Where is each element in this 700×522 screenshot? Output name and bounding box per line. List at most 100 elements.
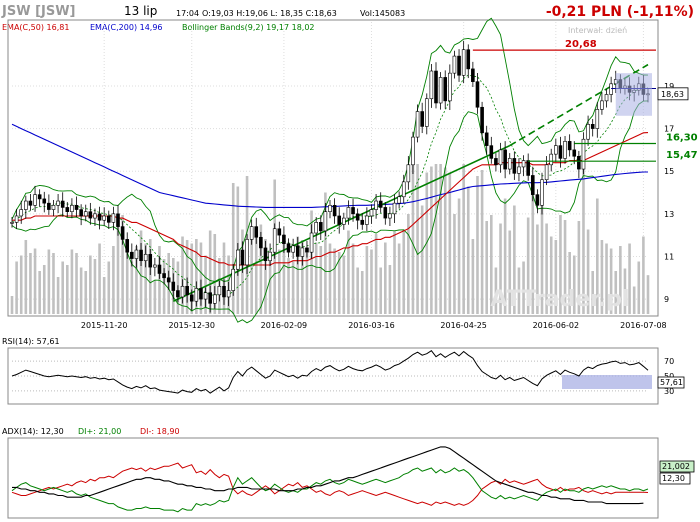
volume-bar [379,267,382,314]
rsi-value-tag: 57,61 [660,378,683,387]
candle-body [498,149,503,166]
candle-body [309,232,314,253]
volume-bar [448,172,452,314]
volume-bar [420,205,424,314]
volume-bar [642,236,645,314]
volume-bar [393,230,396,314]
volume-bar [112,246,115,314]
candle-body [443,77,448,102]
volume-bar [508,230,512,314]
last-price-tag: 18,63 [657,87,689,101]
candle-body [411,136,415,166]
volume-bar [342,255,346,314]
volume-bar [314,242,318,314]
candle-body [365,215,369,225]
volume-bar [47,249,51,314]
x-tick-label: 2016-04-25 [440,321,487,330]
candle-body [291,245,295,253]
volume-bar [125,239,129,314]
volume-bar [471,239,475,314]
header-ohlc: O:19,03 H:19,06 L: 18,35 C:18,63 [202,9,337,18]
volume-bar [296,236,300,314]
volume-bar [38,271,41,314]
volume-bar [199,242,203,314]
volume-bar [116,221,120,314]
volume-bar [526,217,530,314]
candle-body [240,249,245,266]
candle-body [378,200,383,208]
header-time: 17:04 [176,9,199,18]
volume-bar [259,224,263,314]
x-tick-label: 2016-02-09 [261,321,308,330]
price-panel: ATTrader.pl Interwał: dzień 20,68 16,30 15… [7,17,698,330]
last-price-box [657,87,689,101]
volume-bar [15,261,18,314]
ticker-title: JSW [JSW] [1,4,76,19]
volume-bar [388,265,392,314]
candle-body [143,254,148,262]
candle-body [512,158,517,174]
volume-bar [337,252,341,314]
candle-body [111,213,116,223]
volume-bar [130,261,134,314]
volume-bar [121,215,124,314]
x-tick-label: 2016-03-16 [348,321,395,330]
volume-bar [480,170,484,314]
volume-bar [98,243,101,314]
adx-value-tag-box [659,472,691,485]
candle-body [604,94,609,102]
volume-bar [568,252,571,314]
adx-plus-tag: 21,002 [662,462,690,471]
candle-body [355,213,360,221]
candle-body [448,72,452,102]
adx-value-tag: 12,30 [662,474,685,483]
candle-body [176,290,180,298]
candle-body [323,211,328,232]
candle-body [130,251,134,259]
candle-body [70,204,74,212]
candle-body [28,200,33,206]
adx-frame [7,437,659,519]
candle-body [489,145,494,159]
candle-body [37,194,42,200]
volume-bar [462,164,465,314]
candle-body [249,226,254,240]
volume-bar [457,198,461,314]
candle-body [530,175,535,195]
candle-body [314,222,318,234]
candle-body [540,179,544,206]
candle-body [590,124,595,129]
candle-body [47,202,51,210]
volume-bar [310,210,313,314]
volume-bar [443,167,447,314]
di-minus-line [11,462,649,506]
candle-body [217,285,222,296]
volume-bar [517,267,521,314]
candle-body [572,149,577,157]
candle-body [332,204,337,217]
candle-body [300,247,305,257]
volume-bar [93,259,97,314]
watermark: ATTrader.pl [490,287,629,312]
volume-bar [162,259,166,314]
volume-bar [499,223,502,314]
rsi-tick-label: 30 [664,387,674,396]
candle-body [148,254,153,268]
volume-bar [563,220,567,314]
volume-bar [10,296,14,314]
last-price-value: 18,63 [661,90,684,99]
candle-body [549,153,554,166]
volume-bar [190,243,194,314]
volume-bar [66,265,69,314]
candle-body [60,200,65,208]
legend-bollinger: Bollinger Bands(9,2) 19,17 18,02 [182,23,315,32]
volume-bar [646,275,650,314]
candle-body [475,81,480,108]
volume-bar [264,239,267,314]
candle-body [33,194,37,206]
volume-bar [522,261,525,314]
candle-body [106,215,111,223]
candle-body [544,164,549,181]
trendline-main [172,144,511,302]
adx-diplus-label: DI+: 21,00 [78,427,121,436]
